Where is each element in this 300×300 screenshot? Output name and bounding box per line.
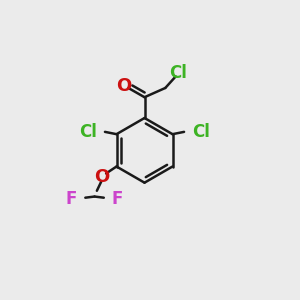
Text: Cl: Cl <box>169 64 187 82</box>
Text: O: O <box>116 77 131 95</box>
Text: O: O <box>94 168 109 186</box>
Text: Cl: Cl <box>80 123 97 141</box>
Text: Cl: Cl <box>192 123 210 141</box>
Text: F: F <box>112 190 123 208</box>
Text: F: F <box>66 190 77 208</box>
